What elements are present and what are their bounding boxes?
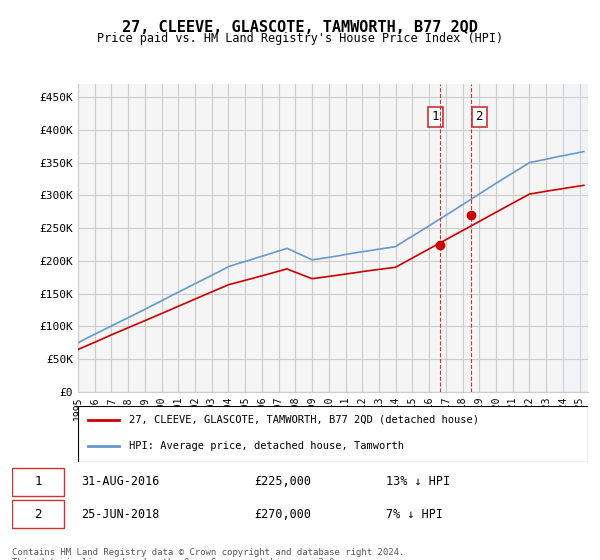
Text: 27, CLEEVE, GLASCOTE, TAMWORTH, B77 2QD (detached house): 27, CLEEVE, GLASCOTE, TAMWORTH, B77 2QD …: [129, 415, 479, 425]
Text: £270,000: £270,000: [254, 508, 311, 521]
Text: 25-JUN-2018: 25-JUN-2018: [81, 508, 160, 521]
Text: 2: 2: [476, 110, 483, 123]
Text: 1: 1: [431, 110, 439, 123]
Text: 2: 2: [34, 508, 41, 521]
FancyBboxPatch shape: [12, 500, 64, 528]
Text: 27, CLEEVE, GLASCOTE, TAMWORTH, B77 2QD: 27, CLEEVE, GLASCOTE, TAMWORTH, B77 2QD: [122, 20, 478, 35]
Text: 1: 1: [34, 475, 41, 488]
Text: HPI: Average price, detached house, Tamworth: HPI: Average price, detached house, Tamw…: [129, 441, 404, 451]
Text: 7% ↓ HPI: 7% ↓ HPI: [386, 508, 443, 521]
Text: 13% ↓ HPI: 13% ↓ HPI: [386, 475, 451, 488]
Text: Contains HM Land Registry data © Crown copyright and database right 2024.
This d: Contains HM Land Registry data © Crown c…: [12, 548, 404, 560]
Text: 31-AUG-2016: 31-AUG-2016: [81, 475, 160, 488]
FancyBboxPatch shape: [78, 406, 588, 462]
FancyBboxPatch shape: [12, 468, 64, 496]
Text: Price paid vs. HM Land Registry's House Price Index (HPI): Price paid vs. HM Land Registry's House …: [97, 32, 503, 45]
Bar: [563, 84, 588, 392]
Text: £225,000: £225,000: [254, 475, 311, 488]
